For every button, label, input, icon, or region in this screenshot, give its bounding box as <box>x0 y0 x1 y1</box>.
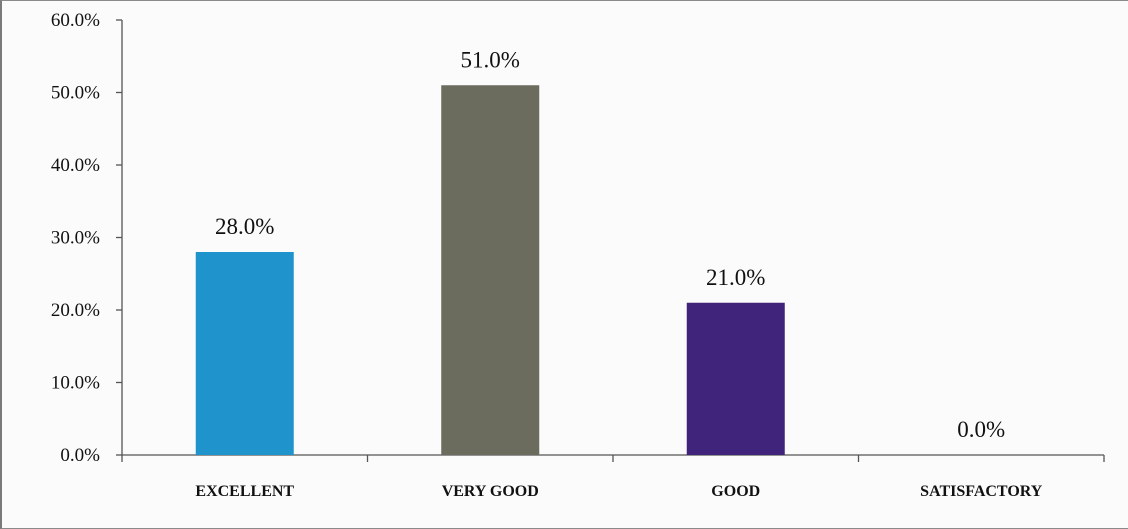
category-label: EXCELLENT <box>195 483 294 500</box>
data-labels: 28.0% 51.0% 21.0% 0.0% <box>215 47 1005 442</box>
bar-good <box>686 302 785 455</box>
y-tick-label: 60.0% <box>51 10 100 31</box>
y-tick-label: 20.0% <box>51 300 100 321</box>
bar-excellent <box>195 252 294 455</box>
bars <box>195 85 785 455</box>
category-label: SATISFACTORY <box>920 483 1043 500</box>
category-label: VERY GOOD <box>442 483 539 500</box>
y-tick-label: 50.0% <box>51 83 100 104</box>
data-label: 0.0% <box>957 417 1005 442</box>
data-label: 28.0% <box>215 214 274 239</box>
category-label: GOOD <box>711 483 760 500</box>
y-tick-label: 40.0% <box>51 155 100 176</box>
x-axis <box>121 454 1105 462</box>
y-tick-label: 30.0% <box>51 228 100 249</box>
category-labels: EXCELLENT VERY GOOD GOOD SATISFACTORY <box>195 483 1042 500</box>
y-tick-label: 10.0% <box>51 373 100 394</box>
bar-very-good <box>441 85 540 455</box>
y-axis: 0.0% 10.0% 20.0% 30.0% 40.0% 50.0% 60.0% <box>51 10 123 466</box>
data-label: 21.0% <box>706 265 765 290</box>
y-tick-label: 0.0% <box>60 445 100 466</box>
data-label: 51.0% <box>461 47 520 72</box>
